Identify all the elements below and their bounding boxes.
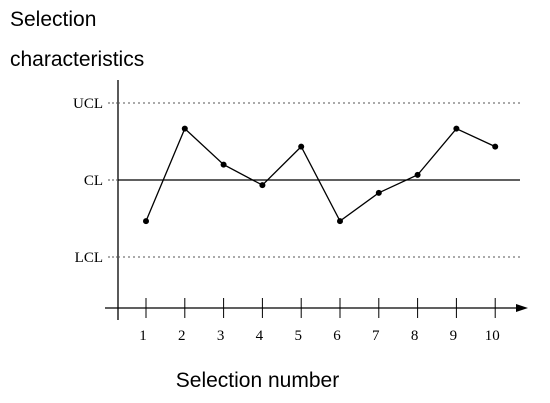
x-tick-label-3: 3	[217, 328, 225, 344]
data-point-8	[414, 171, 421, 178]
reference-lines: UCL CL LCL	[73, 96, 520, 266]
x-tick-label-10: 10	[485, 328, 500, 344]
data-point-2	[181, 125, 188, 132]
data-point-1	[143, 218, 149, 225]
data-point-10	[492, 143, 499, 150]
data-point-3	[220, 161, 227, 168]
x-tick-label-7: 7	[372, 328, 380, 344]
reference-label-cl: CL	[84, 173, 103, 189]
x-tick-label-1: 1	[139, 328, 147, 344]
data-point-5	[298, 143, 305, 150]
data-point-6	[337, 218, 343, 225]
x-tick-label-8: 8	[411, 328, 419, 344]
axes	[105, 80, 528, 320]
data-point-7	[375, 189, 382, 196]
x-tick-label-6: 6	[333, 328, 341, 344]
reference-label-lcl: LCL	[75, 250, 103, 266]
x-axis-ticks: 1 2 3 4 5 6 7 8 9 10	[139, 298, 500, 344]
x-tick-label-5: 5	[294, 328, 302, 344]
data-series	[143, 125, 499, 225]
series-line	[145, 127, 496, 223]
y-axis-label-line-2: characteristics	[10, 48, 145, 71]
x-tick-label-4: 4	[256, 328, 264, 344]
x-tick-label-2: 2	[178, 328, 186, 344]
reference-label-ucl: UCL	[73, 96, 103, 112]
x-axis-label: Selection number	[175, 369, 340, 392]
x-tick-label-9: 9	[450, 328, 458, 344]
y-axis-label-line-1: Selection	[10, 8, 97, 31]
data-point-4	[259, 182, 266, 189]
data-point-9	[453, 125, 460, 132]
x-axis-arrow	[516, 304, 528, 312]
